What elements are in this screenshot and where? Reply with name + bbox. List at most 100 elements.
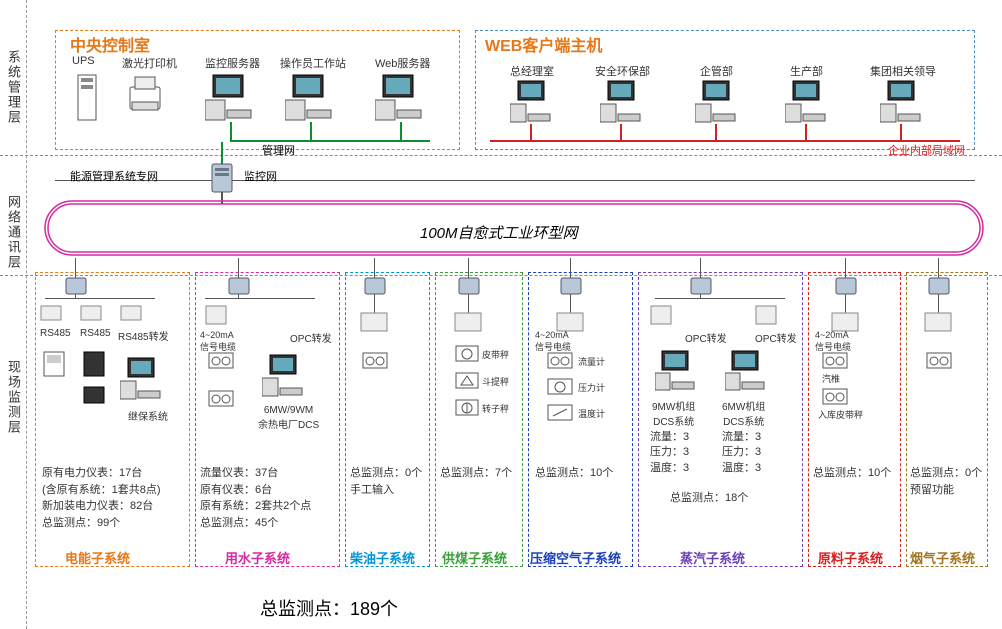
sub2-m1 [208, 352, 234, 373]
sub2-s1: 流量仪表：37台 [200, 465, 311, 482]
ups-label: UPS [72, 55, 95, 67]
sub6-r2: 压力：3 [650, 445, 689, 460]
sub6-dev1 [650, 305, 672, 330]
sub2-l2: OPC转发 [290, 330, 332, 345]
sub6-l1: OPC转发 [685, 330, 727, 345]
mgmt-drop2 [310, 122, 312, 140]
layer-label-network: 网络通讯层 [4, 195, 23, 270]
mgmt-net-line [230, 140, 430, 142]
switch-uplink [221, 142, 223, 164]
sub1-meter3 [82, 385, 106, 410]
sub1-stats: 原有电力仪表：17台 (含原有系统：1套共8点) 新加装电力仪表：82台 总监测… [42, 465, 161, 531]
sub2-bus [205, 298, 315, 299]
sub6-r6: 温度：3 [722, 461, 761, 476]
sub3-title: 柴油子系统 [350, 548, 415, 567]
sub2-s4: 总监测点：45个 [200, 515, 311, 532]
printer-device [120, 72, 170, 122]
central-title: 中央控制室 [70, 32, 150, 56]
sub7-line [845, 294, 846, 314]
sub8-line [938, 294, 939, 314]
sub8-s1: 总监测点：0个 [910, 465, 982, 482]
sub6-r5: 压力：3 [722, 445, 761, 460]
sub6-title: 蒸汽子系统 [680, 548, 745, 567]
sub1-l3: RS485转发 [118, 328, 169, 343]
sub2-bus-in [238, 294, 239, 298]
lan-drop3 [715, 124, 717, 140]
sub4-line [468, 294, 469, 314]
web-d5-label: 集团相关领导 [870, 63, 936, 79]
sub8-stats: 总监测点：0个 预留功能 [910, 465, 982, 498]
sub5-i1 [547, 352, 573, 373]
enterprise-lan-label: 企业内部局域网 [888, 142, 965, 158]
layer-label-management: 系统管理层 [4, 50, 23, 125]
sub1-bus-in [75, 294, 76, 298]
sub7-s1: 总监测点：10个 [813, 465, 891, 482]
core-switch [208, 160, 236, 195]
sub8-s2: 预留功能 [910, 482, 982, 499]
operator-station-label: 操作员工作站 [280, 55, 346, 71]
printer-label: 激光打印机 [122, 55, 177, 71]
sub6-readings2: 流量：3 压力：3 温度：3 [722, 430, 761, 476]
sub4-d3: 转子秤 [482, 402, 509, 415]
row-separator-1 [0, 155, 1002, 156]
sub6-r4: 流量：3 [722, 430, 761, 445]
sub4-i1 [455, 345, 479, 366]
sub5-d2: 压力计 [578, 381, 605, 394]
lan-drop2 [620, 124, 622, 140]
sub6-c1: 9MW机组 DCS系统 [652, 398, 695, 428]
sub2-stats: 流量仪表：37台 原有仪表：6台 原有系统：2套共2个点 总监测点：45个 [200, 465, 311, 531]
sub4-d1: 皮带秤 [482, 348, 509, 361]
mgmt-drop1 [230, 122, 232, 140]
web-d1-label: 总经理室 [510, 63, 554, 79]
total-points: 总监测点：189个 [260, 595, 398, 621]
sub7-stats: 总监测点：10个 [813, 465, 891, 482]
web-d2-label: 安全环保部 [595, 63, 650, 79]
sub5-d1: 流量计 [578, 355, 605, 368]
sub4-i3 [455, 399, 479, 420]
web-server-device [375, 70, 425, 125]
sub1-l2: RS485 [80, 328, 111, 339]
mgmt-net-label: 管理网 [262, 142, 295, 158]
sub7-d1: 汽椎 [822, 372, 840, 385]
sub2-s2: 原有仪表：6台 [200, 482, 311, 499]
sub6-r1: 流量：3 [650, 430, 689, 445]
sub1-s2: (含原有系统：1套共8点) [42, 482, 161, 499]
sub1-relay-pc [120, 355, 166, 408]
sub5-l1: 4~20mA 信号电缆 [535, 330, 571, 353]
sub1-l1: RS485 [40, 328, 71, 339]
sub7-i1 [822, 352, 848, 373]
monitor-server-device [205, 70, 255, 125]
sub6-dev2 [755, 305, 777, 330]
sub6-pc2 [725, 348, 769, 399]
sub3-m [362, 352, 388, 373]
energy-net-label: 能源管理系统专网 [70, 168, 158, 184]
web-title: WEB客户端主机 [485, 32, 602, 56]
sub1-meter1 [42, 350, 66, 383]
sub4-title: 供煤子系统 [442, 548, 507, 567]
sub2-dcs-label: 6MW/9WM 余热电厂DCS [258, 405, 319, 431]
sub1-dev3 [120, 305, 142, 326]
sub5-s1: 总监测点：10个 [535, 465, 613, 482]
web-server-label: Web服务器 [375, 55, 430, 71]
sub1-s3: 新加装电力仪表：82台 [42, 498, 161, 515]
sub6-l2: OPC转发 [755, 330, 797, 345]
sub2-dcs-pc [262, 352, 308, 405]
sub1-s4: 总监测点：99个 [42, 515, 161, 532]
monitor-server-label: 监控服务器 [205, 55, 260, 71]
sub1-relay-label: 继保系统 [128, 408, 168, 423]
sub3-stats: 总监测点：0个 手工输入 [350, 465, 422, 498]
web-d1 [510, 78, 555, 126]
sub6-readings1: 流量：3 压力：3 温度：3 [650, 430, 689, 476]
sub6-s1: 总监测点：18个 [670, 490, 748, 507]
sub7-l1: 4~20mA 信号电缆 [815, 330, 851, 353]
monitor-net-label: 监控网 [244, 168, 277, 184]
sub1-bus [45, 298, 155, 299]
sub4-i2 [455, 372, 479, 393]
sub3-line [374, 294, 375, 314]
sub5-d3: 温度计 [578, 407, 605, 420]
sub5-title: 压缩空气子系统 [530, 548, 621, 567]
layer-label-field: 现场监测层 [4, 360, 23, 435]
sub2-m2 [208, 390, 234, 411]
sub7-i2 [822, 388, 848, 409]
sub8-title: 烟气子系统 [910, 548, 975, 567]
